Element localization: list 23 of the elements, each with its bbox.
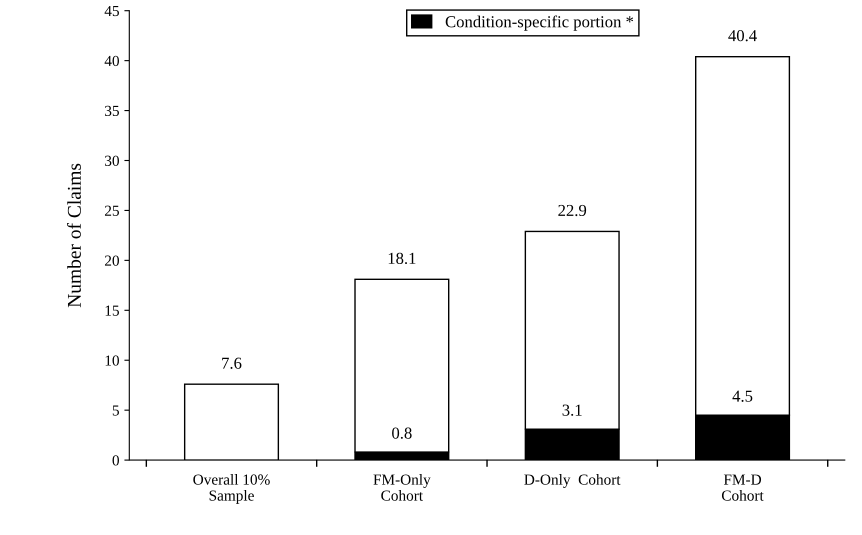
legend-label: Condition-specific portion *: [446, 15, 634, 31]
y-tick-label: 10: [106, 355, 119, 366]
total-label: 18.1: [388, 252, 416, 264]
y-tick-label: 5: [112, 405, 119, 416]
total-label: 22.9: [558, 204, 586, 216]
y-tick-label: 20: [104, 256, 119, 266]
y-tick-label: 15: [106, 306, 119, 316]
x-tick-label: D-Only Cohort: [524, 474, 620, 488]
y-tick-label: 25: [104, 206, 119, 216]
y-tick-label: 30: [105, 156, 119, 166]
total-label: 40.4: [728, 30, 757, 42]
total-label: 7.6: [222, 358, 242, 369]
y-tick-label: 0: [112, 455, 119, 466]
data-label: 0.8: [392, 427, 412, 439]
y-tick-label: 45: [104, 6, 119, 16]
data-label: 4.5: [732, 390, 752, 402]
x-tick-label: FM-D Cohort: [722, 474, 764, 501]
data-label: 3.1: [562, 404, 582, 416]
y-tick-label: 35: [105, 106, 119, 116]
y-axis-title: Number of Claims: [67, 164, 81, 308]
x-tick-label: Overall 10% Sample: [193, 474, 270, 504]
y-tick-label: 40: [104, 56, 119, 66]
x-tick-label: FM-Only Cohort: [373, 474, 431, 501]
